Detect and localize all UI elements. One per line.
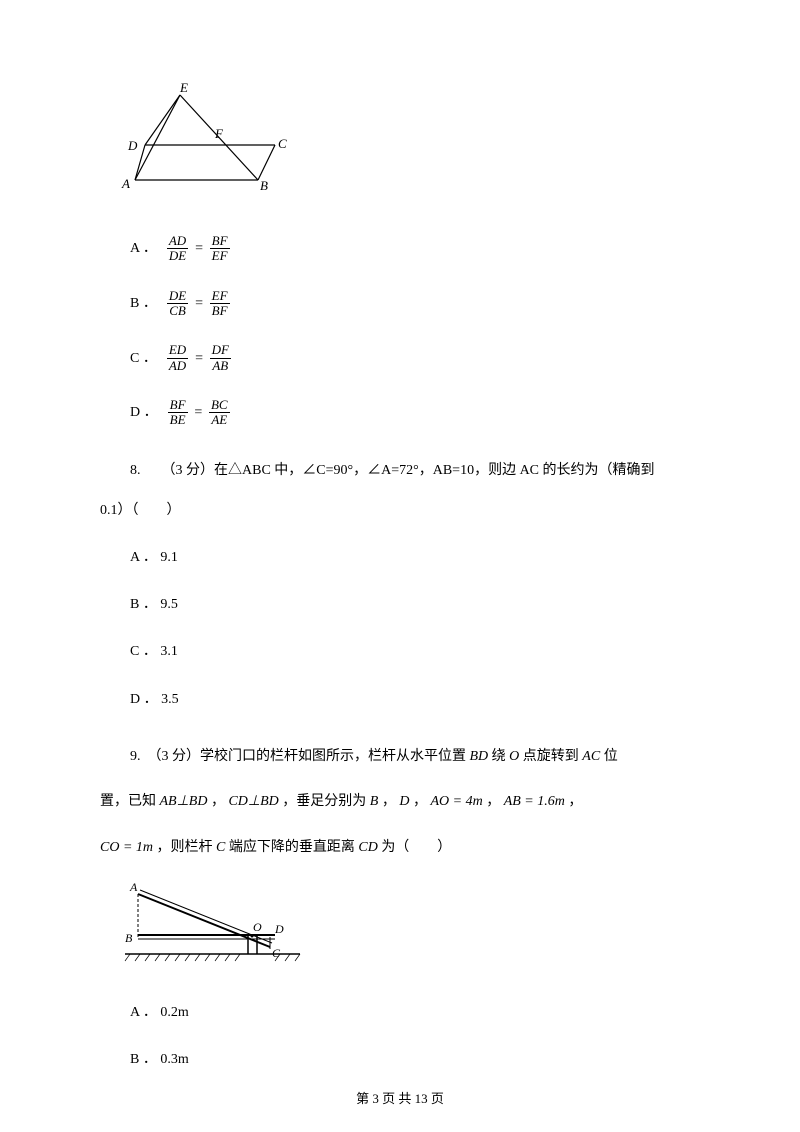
q9-line2: 置，已知 AB⊥BD ， CD⊥BD ，垂足分别为 B ， D ， AO = 4… <box>100 787 700 818</box>
label-E: E <box>179 80 188 95</box>
q8-option-A: A ． 9.1 <box>130 545 700 570</box>
q8-option-C: C ． 3.1 <box>130 639 700 664</box>
q8-text: 8. （3 分）在△ABC 中，∠C=90°，∠A=72°，AB=10，则边 A… <box>130 458 700 483</box>
q8-option-B: B ． 9.5 <box>130 592 700 617</box>
label-O2: O <box>253 920 262 934</box>
q7-option-A: A ． ADDE = BFEF <box>130 234 700 264</box>
label-B2: B <box>125 931 133 945</box>
q9-text: 9. （3 分）学校门口的栏杆如图所示，栏杆从水平位置 BD 绕 O 点旋转到 … <box>130 742 700 773</box>
q7-option-D: D ． BFBE = BCAE <box>130 398 700 428</box>
label-D: D <box>127 138 138 153</box>
option-label: D ． <box>130 400 158 425</box>
label-D2: D <box>274 922 284 936</box>
q7-option-C: C ． EDAD = DFAB <box>130 343 700 373</box>
q8-option-D: D ． 3.5 <box>130 687 700 712</box>
q9-option-A: A ． 0.2m <box>130 1000 700 1025</box>
option-label: B ． <box>130 291 157 316</box>
q7-option-B: B ． DECB = EFBF <box>130 289 700 319</box>
diagram-q9: A B O D C <box>120 879 700 978</box>
label-A2: A <box>129 880 138 894</box>
page-footer: 第 3 页 共 13 页 <box>0 1088 800 1107</box>
q8-text2: 0.1）（ ） <box>100 498 700 523</box>
diagram-q7: E D F C A B <box>120 80 700 209</box>
label-C2: C <box>272 946 281 960</box>
label-A: A <box>121 176 130 191</box>
label-C: C <box>278 136 287 151</box>
option-label: C ． <box>130 346 157 371</box>
q9-line3: CO = 1m ，则栏杆 C 端应下降的垂直距离 CD 为（ ） <box>100 833 700 864</box>
label-B: B <box>260 178 268 193</box>
option-label: A ． <box>130 236 157 261</box>
q9-option-B: B ． 0.3m <box>130 1047 700 1072</box>
